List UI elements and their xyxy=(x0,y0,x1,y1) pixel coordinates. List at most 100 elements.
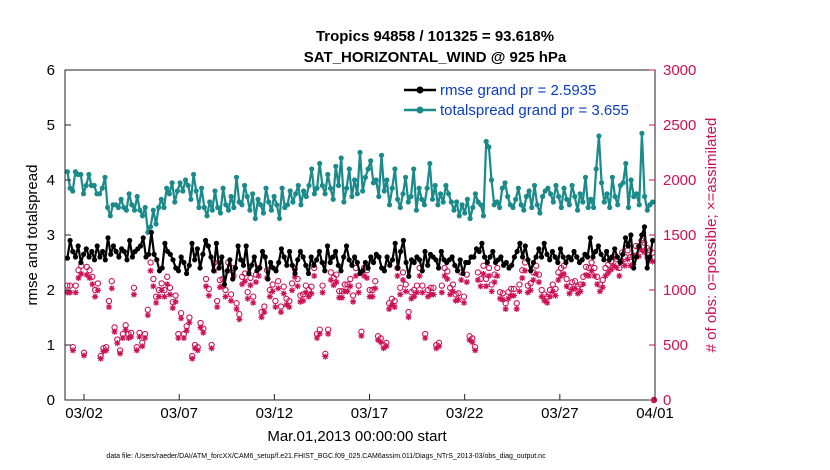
x-tick-label: 03/17 xyxy=(351,405,389,422)
rmse-point xyxy=(639,232,645,238)
obs-assimilated-point xyxy=(599,284,606,291)
rmse-point xyxy=(240,262,247,268)
rmse-point xyxy=(471,254,477,260)
totalspread-point xyxy=(354,191,360,197)
obs-assimilated-point xyxy=(477,283,484,290)
totalspread-point xyxy=(228,193,234,200)
obs-possible-point xyxy=(616,264,623,272)
obs-assimilated-point xyxy=(510,292,517,299)
obs-assimilated-point xyxy=(228,297,235,304)
totalspread-point xyxy=(64,169,70,175)
obs-possible-point xyxy=(494,264,501,272)
obs-assimilated-point xyxy=(583,271,590,278)
rmse-point xyxy=(105,235,111,241)
plot-area xyxy=(65,70,655,400)
obs-possible-point xyxy=(366,286,373,294)
totalspread-point xyxy=(319,182,325,189)
obs-assimilated-point xyxy=(100,348,107,355)
obs-assimilated-point xyxy=(516,288,523,295)
obs-assimilated-point xyxy=(244,295,251,302)
rmse-point xyxy=(641,224,648,230)
obs-assimilated-point xyxy=(386,306,393,313)
obs-assimilated-point xyxy=(180,334,187,341)
rmse-point xyxy=(303,262,309,268)
rmse-point xyxy=(151,251,157,257)
obs-assimilated-point xyxy=(167,291,174,298)
rmse-point xyxy=(75,243,81,249)
obs-possible-point xyxy=(552,285,559,293)
rmse-point xyxy=(78,259,84,266)
rmse-point xyxy=(530,259,537,266)
totalspread-point xyxy=(451,207,457,213)
totalspread-point xyxy=(70,188,76,194)
obs-assimilated-point xyxy=(266,293,273,300)
totalspread-point xyxy=(615,202,621,208)
rmse-point xyxy=(113,248,119,255)
obs-assimilated-point xyxy=(125,334,132,341)
rmse-point xyxy=(365,265,371,271)
rmse-point xyxy=(276,259,282,266)
totalspread-point xyxy=(191,171,197,178)
obs-assimilated-point xyxy=(261,309,268,316)
legend-spread-marker xyxy=(416,106,424,114)
rmse-point xyxy=(137,243,144,249)
obs-possible-point xyxy=(108,278,115,285)
left-tick-label: 1 xyxy=(47,337,55,354)
obs-possible-point xyxy=(460,293,468,300)
y-axis-label: rmse and totalspread xyxy=(24,165,41,306)
rmse-point xyxy=(433,257,439,263)
rmse-point xyxy=(354,259,360,266)
rmse-point xyxy=(520,254,526,260)
obs-assimilated-point xyxy=(441,272,448,279)
rmse-point xyxy=(346,257,352,263)
obs-possible-point xyxy=(202,275,210,283)
obs-assimilated-point xyxy=(627,262,634,269)
obs-possible-point xyxy=(347,275,354,283)
totalspread-point xyxy=(607,204,613,211)
rmse-point xyxy=(127,237,133,244)
totalspread-point xyxy=(156,204,162,211)
totalspread-point xyxy=(413,207,419,213)
rmse-point xyxy=(552,254,558,260)
totalspread-point xyxy=(352,177,358,183)
obs-assimilated-point xyxy=(277,309,284,316)
totalspread-point xyxy=(593,166,599,172)
totalspread-point xyxy=(335,182,342,189)
totalspread-point xyxy=(137,207,143,213)
obs-possible-point xyxy=(513,300,520,307)
totalspread-point xyxy=(585,204,591,211)
rmse-point xyxy=(590,254,596,260)
rmse-point xyxy=(243,243,249,249)
obs-assimilated-point xyxy=(355,289,362,296)
rmse-point xyxy=(484,259,490,266)
rmse-point xyxy=(297,248,303,255)
rmse-point xyxy=(287,248,293,255)
rmse-point xyxy=(181,259,187,266)
obs-possible-point xyxy=(355,282,362,289)
obs-assimilated-point xyxy=(67,289,74,296)
obs-assimilated-point xyxy=(466,337,473,344)
rmse-point xyxy=(140,235,146,241)
totalspread-point xyxy=(360,188,366,194)
obs-assimilated-point xyxy=(638,247,645,254)
obs-assimilated-point xyxy=(380,345,387,352)
totalspread-point xyxy=(429,196,436,202)
obs-assimilated-point xyxy=(297,298,304,305)
obs-assimilated-point xyxy=(397,291,404,298)
rmse-point xyxy=(511,254,517,260)
legend-rmse-marker xyxy=(416,86,424,94)
obs-assimilated-point xyxy=(394,272,401,279)
totalspread-point xyxy=(293,191,299,197)
totalspread-point xyxy=(459,202,465,208)
obs-possible-point xyxy=(591,264,598,272)
obs-assimilated-point xyxy=(502,306,509,313)
obs-assimilated-point xyxy=(330,282,337,289)
obs-assimilated-point xyxy=(505,295,512,302)
totalspread-point xyxy=(483,138,489,145)
rmse-point xyxy=(227,257,233,263)
right-tick-label: 500 xyxy=(663,337,688,354)
rmse-point xyxy=(544,251,550,257)
obs-assimilated-point xyxy=(325,330,332,337)
totalspread-point xyxy=(242,182,248,189)
rmse-point xyxy=(395,265,401,271)
